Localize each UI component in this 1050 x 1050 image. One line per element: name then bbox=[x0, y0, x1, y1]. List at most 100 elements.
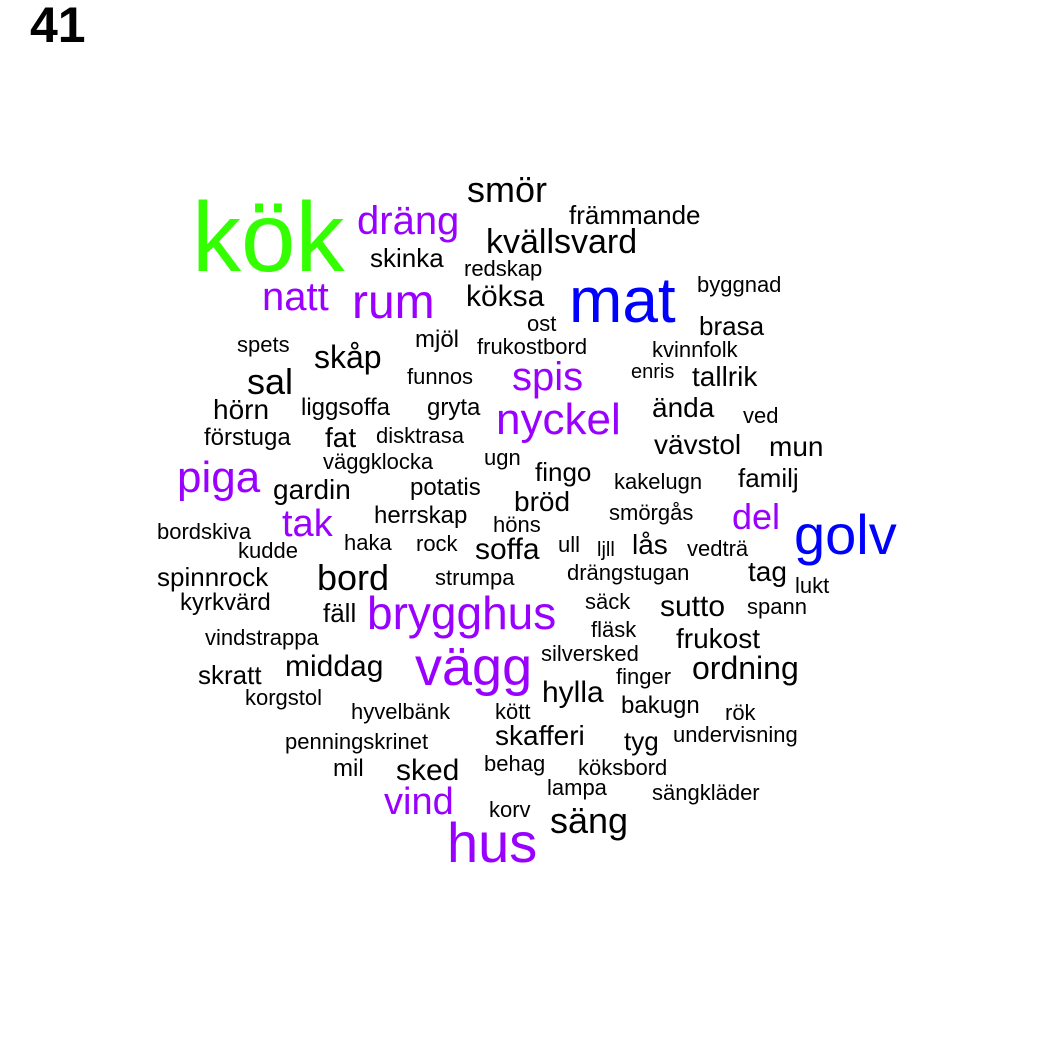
cloud-word: fäll bbox=[323, 598, 357, 628]
cloud-word: sängkläder bbox=[652, 780, 760, 805]
cloud-word: frukostbord bbox=[477, 334, 588, 359]
cloud-word: skinka bbox=[370, 243, 444, 273]
cloud-word: ull bbox=[558, 532, 581, 557]
cloud-word: fat bbox=[325, 422, 357, 453]
cloud-word: vedträ bbox=[687, 536, 749, 561]
cloud-word: vägg bbox=[415, 637, 533, 697]
cloud-word: rock bbox=[416, 531, 458, 556]
cloud-word: funnos bbox=[407, 364, 474, 389]
cloud-word: sked bbox=[396, 754, 460, 787]
cloud-word: nyckel bbox=[496, 395, 621, 444]
cloud-word: undervisning bbox=[673, 722, 798, 747]
cloud-word: höns bbox=[493, 512, 541, 537]
cloud-word: kött bbox=[495, 699, 531, 724]
cloud-word: spann bbox=[747, 594, 807, 619]
cloud-word: brygghus bbox=[367, 587, 557, 639]
cloud-word: finger bbox=[616, 664, 672, 689]
cloud-word: tallrik bbox=[692, 361, 758, 392]
cloud-word: tyg bbox=[624, 726, 659, 756]
cloud-word: mjöl bbox=[415, 326, 460, 353]
cloud-word: penningskrinet bbox=[285, 729, 429, 754]
cloud-word: sal bbox=[247, 361, 294, 402]
panel-label: 41 bbox=[30, 0, 86, 53]
cloud-word: redskap bbox=[464, 256, 543, 281]
cloud-word: hylla bbox=[542, 676, 604, 709]
cloud-word: kvällsvard bbox=[486, 223, 638, 261]
cloud-word: skratt bbox=[198, 660, 262, 690]
cloud-word: enris bbox=[631, 361, 675, 383]
cloud-word: köksbord bbox=[578, 755, 668, 780]
cloud-word: smörgås bbox=[609, 500, 694, 525]
cloud-word: bröd bbox=[514, 486, 571, 517]
cloud-word: behag bbox=[484, 751, 546, 776]
cloud-word: säck bbox=[585, 589, 631, 614]
cloud-word: gardin bbox=[273, 474, 351, 505]
cloud-word: kvinnfolk bbox=[652, 337, 738, 362]
cloud-word: hörn bbox=[213, 394, 270, 425]
cloud-word: ordning bbox=[692, 650, 799, 686]
cloud-word: hus bbox=[447, 811, 538, 874]
cloud-word: haka bbox=[344, 530, 392, 555]
cloud-word: familj bbox=[738, 463, 799, 493]
cloud-word: fingo bbox=[535, 457, 592, 487]
cloud-word: disktrasa bbox=[376, 423, 465, 448]
cloud-word: del bbox=[732, 496, 781, 537]
cloud-word: vävstol bbox=[654, 429, 742, 460]
cloud-word: kyrkvärd bbox=[180, 589, 271, 616]
cloud-word: potatis bbox=[410, 474, 481, 501]
cloud-word: lukt bbox=[795, 573, 830, 598]
cloud-word: byggnad bbox=[697, 272, 782, 297]
cloud-word: gryta bbox=[427, 394, 481, 421]
cloud-word: kudde bbox=[238, 538, 298, 563]
cloud-word: rum bbox=[352, 276, 435, 329]
cloud-word: bordskiva bbox=[157, 519, 252, 544]
cloud-word: strumpa bbox=[435, 565, 515, 590]
cloud-word: tag bbox=[748, 556, 787, 587]
cloud-word: köksa bbox=[466, 280, 545, 313]
cloud-word: säng bbox=[550, 800, 629, 841]
cloud-word: frukost bbox=[676, 623, 761, 654]
cloud-word: mil bbox=[333, 755, 364, 782]
cloud-word: korgstol bbox=[245, 685, 323, 710]
cloud-word: herrskap bbox=[374, 502, 468, 529]
cloud-word: väggklocka bbox=[323, 449, 434, 474]
cloud-word: skåp bbox=[314, 339, 382, 375]
cloud-word: spis bbox=[512, 355, 584, 399]
cloud-word: spinnrock bbox=[157, 562, 269, 592]
cloud-word: kakelugn bbox=[614, 469, 703, 494]
cloud-word: ugn bbox=[484, 445, 521, 470]
cloud-word: ljll bbox=[597, 539, 615, 561]
cloud-word: kök bbox=[192, 182, 345, 292]
cloud-word: förstuga bbox=[204, 424, 291, 451]
cloud-word: sutto bbox=[660, 590, 726, 623]
cloud-word: hyvelbänk bbox=[351, 699, 451, 724]
cloud-word: lås bbox=[632, 529, 668, 560]
cloud-word: mun bbox=[769, 431, 824, 462]
cloud-word: korv bbox=[489, 797, 531, 822]
cloud-word: liggsoffa bbox=[301, 394, 390, 421]
cloud-word: bakugn bbox=[621, 692, 700, 719]
cloud-word: skafferi bbox=[495, 720, 585, 751]
cloud-word: spets bbox=[237, 332, 290, 357]
cloud-word: ända bbox=[652, 392, 715, 423]
cloud-word: piga bbox=[177, 453, 261, 502]
cloud-word: soffa bbox=[475, 533, 540, 566]
cloud-word: fläsk bbox=[591, 617, 637, 642]
cloud-word: smör bbox=[467, 169, 547, 210]
cloud-word: ost bbox=[527, 311, 557, 336]
cloud-word: vindstrappa bbox=[205, 625, 319, 650]
cloud-word: bord bbox=[317, 557, 390, 598]
cloud-word: rök bbox=[725, 700, 756, 725]
cloud-word: främmande bbox=[569, 200, 701, 230]
cloud-word: tak bbox=[282, 503, 333, 545]
cloud-word: lampa bbox=[547, 775, 607, 800]
cloud-word: vind bbox=[384, 781, 454, 823]
cloud-word: ved bbox=[743, 403, 779, 428]
cloud-word: golv bbox=[794, 503, 897, 566]
cloud-word: natt bbox=[262, 275, 329, 319]
cloud-word: drängstugan bbox=[567, 560, 690, 585]
cloud-word: silversked bbox=[541, 641, 639, 666]
cloud-word: mat bbox=[569, 264, 676, 336]
cloud-word: middag bbox=[285, 650, 384, 683]
